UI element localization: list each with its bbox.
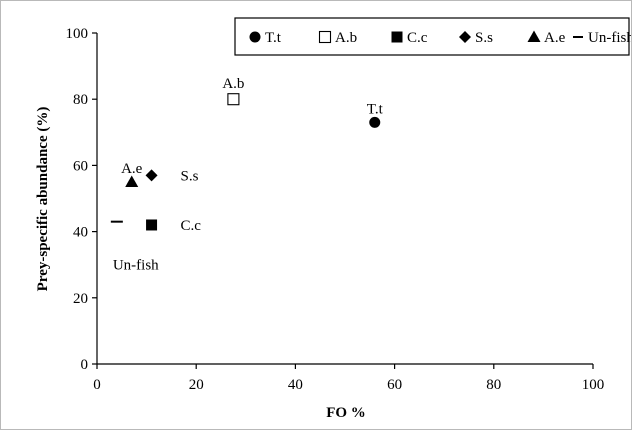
data-point-c-c: [146, 219, 158, 231]
x-tick-label: 100: [582, 377, 605, 393]
legend-box: [234, 17, 630, 56]
x-axis-title: FO %: [326, 405, 366, 421]
legend-marker-a-e: [527, 30, 541, 42]
x-tick-label: 40: [288, 377, 303, 393]
legend-label-s-s: S.s: [475, 30, 493, 46]
legend-items: T.t A.b C.c S.s A.e Un-fish: [249, 30, 632, 46]
point-label-a-e: A.e: [121, 161, 143, 177]
data-point-a-e: [125, 175, 139, 187]
x-tick-label: 80: [486, 377, 501, 393]
y-tick-label: 100: [66, 26, 89, 42]
x-tick-label: 0: [93, 377, 101, 393]
axes: [92, 32, 594, 369]
x-tick-label: 60: [387, 377, 402, 393]
legend-label-t-t: T.t: [265, 30, 282, 46]
legend-label-un-fish: Un-fish: [588, 30, 631, 46]
y-tick-label: 60: [73, 158, 88, 174]
legend-marker-t-t: [249, 31, 261, 43]
legend-label-a-e: A.e: [544, 30, 566, 46]
x-tick-labels: 0 20 40 60 80 100: [93, 377, 604, 393]
point-label-un-fish: Un-fish: [113, 258, 159, 274]
legend-label-c-c: C.c: [407, 30, 428, 46]
point-label-t-t: T.t: [367, 101, 384, 117]
y-tick-label: 40: [73, 225, 88, 241]
data-point-a-b: [227, 93, 240, 106]
point-label-a-b: A.b: [222, 76, 244, 92]
legend-marker-s-s: [459, 31, 471, 43]
y-tick-label: 80: [73, 92, 88, 108]
x-tick-label: 20: [189, 377, 204, 393]
point-labels: T.t A.b C.c S.s A.e Un-fish: [113, 76, 384, 273]
y-tick-labels: 0 20 40 60 80 100: [66, 26, 89, 373]
point-label-s-s: S.s: [181, 168, 199, 184]
legend: T.t A.b C.c S.s A.e Un-fish: [234, 17, 632, 56]
y-tick-label: 20: [73, 291, 88, 307]
data-point-t-t: [369, 116, 381, 128]
data-point-s-s: [145, 169, 158, 182]
legend-marker-c-c: [391, 31, 403, 43]
data-points: [110, 93, 381, 231]
y-tick-label: 0: [81, 357, 89, 373]
legend-label-a-b: A.b: [335, 30, 357, 46]
y-axis-title: Prey-specific abundance (%): [35, 107, 51, 292]
point-label-c-c: C.c: [181, 218, 202, 234]
legend-marker-a-b: [318, 30, 332, 44]
